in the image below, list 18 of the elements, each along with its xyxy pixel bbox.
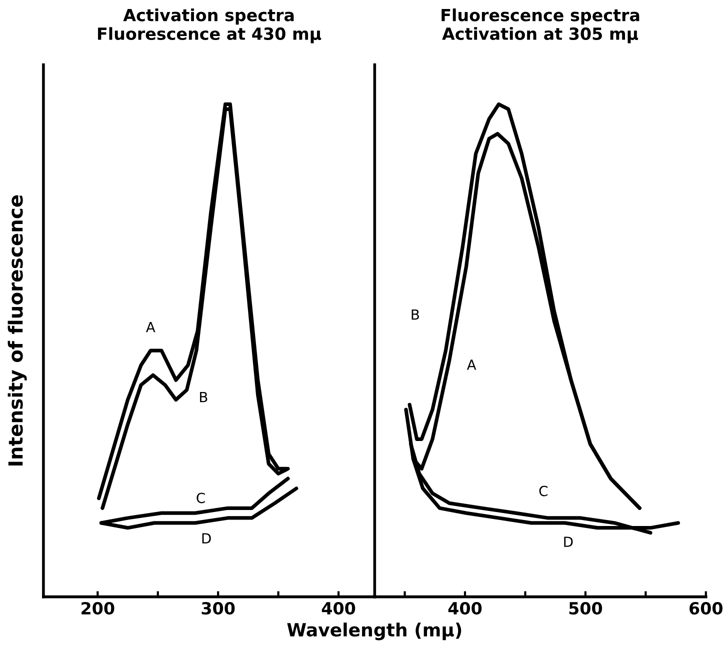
x-tick-label: 400 — [322, 602, 356, 615]
y-axis-title: Intensity of fluorescence — [8, 195, 27, 466]
x-tick-label: 600 — [690, 602, 722, 615]
x-tick-label: 300 — [202, 602, 235, 615]
chart-title: Fluorescence spectra Activation at 305 mμ — [442, 8, 640, 44]
series-label: A — [146, 322, 156, 332]
chart-title: Activation spectra Fluorescence at 430 mμ — [98, 8, 322, 44]
x-tick-label: 500 — [569, 602, 602, 615]
series-label: B — [200, 392, 208, 402]
series-label: D — [202, 533, 211, 544]
text: B — [412, 309, 419, 320]
series-label: D — [564, 536, 573, 547]
series-label: C — [539, 486, 548, 496]
x-tick-label: 400 — [448, 602, 482, 615]
x-tick-label: 200 — [82, 602, 114, 615]
series-label: C — [196, 492, 205, 504]
series-label: A — [466, 360, 476, 370]
x-axis-title: Wavelength (mμ) — [287, 622, 462, 640]
